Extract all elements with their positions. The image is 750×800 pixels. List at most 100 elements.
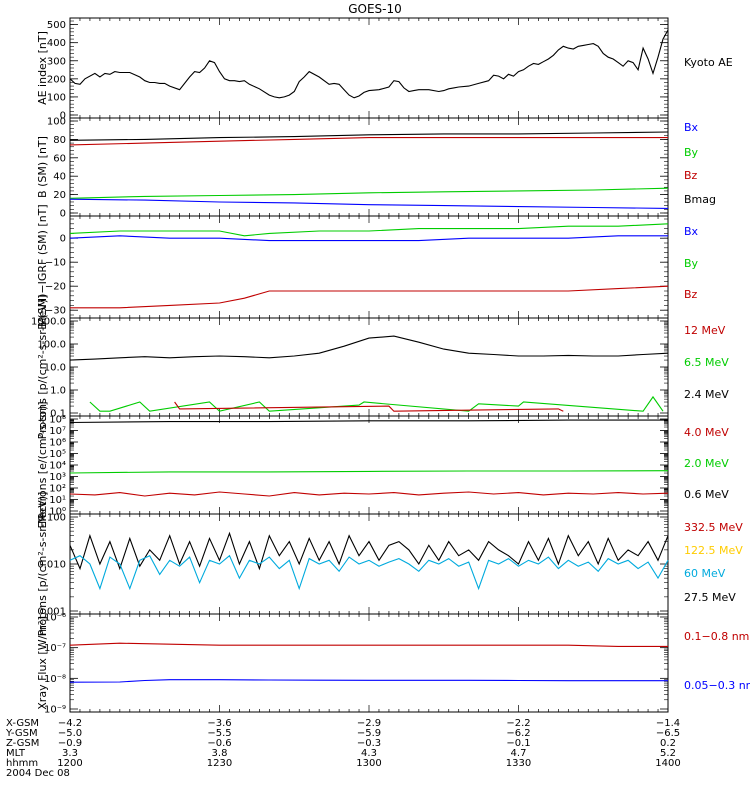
y-tick-label: 100 — [47, 117, 66, 128]
x-row-value: 1230 — [207, 758, 232, 769]
series-line-2-0-mev — [69, 470, 669, 474]
x-row-value: 3.8 — [212, 748, 228, 759]
x-row-label: hhmm — [6, 758, 38, 769]
y-tick-label: 60 — [53, 153, 66, 164]
y-tick-label: 100 — [47, 92, 66, 103]
panel-frame — [69, 513, 669, 615]
y-tick-label: 500 — [47, 20, 66, 31]
y-tick-label: −10 — [45, 258, 66, 269]
x-row-value: −3.6 — [207, 718, 231, 729]
series-line-27-5-mev — [69, 531, 669, 571]
x-row-value: 1330 — [506, 758, 531, 769]
x-row-label: X-GSM — [6, 718, 39, 729]
y-tick-label: 0 — [60, 111, 66, 122]
series-line-bz — [70, 285, 669, 309]
y-axis-label: Electrons [e/(cm²-s-sr)] — [36, 401, 49, 528]
x-row-value: −0.6 — [207, 738, 231, 749]
y-tick-label: −20 — [45, 282, 66, 293]
y-tick-label: 10⁰ — [49, 507, 66, 518]
legend-entry: 60 MeV — [684, 567, 726, 580]
y-tick-label: 0 — [60, 209, 66, 220]
x-row-value: −0.1 — [506, 738, 530, 749]
y-tick-label: 10⁴ — [49, 461, 66, 472]
y-tick-label: 20 — [53, 190, 66, 201]
series-line-2-4-mev — [69, 335, 669, 361]
x-row-value: −5.9 — [357, 728, 381, 739]
y-tick-label: 40 — [53, 172, 66, 183]
panel-3: −30 −20 −10 0 B (SM)−IGRF (SM) [nT] Bx By Bz — [36, 204, 699, 329]
x-row-label: Y-GSM — [5, 728, 38, 739]
series-line-by — [69, 187, 669, 199]
legend-entry: Bz — [684, 169, 698, 182]
series-line-by — [69, 223, 669, 237]
y-axis-label: Protons [p/(cm²-s-sr-MeV)] — [36, 492, 49, 637]
y-tick-label: 1000.0 — [31, 317, 66, 328]
legend-entry: 12 MeV — [684, 324, 726, 337]
series-line-kyoto-ae — [69, 29, 669, 99]
x-row-value: 1200 — [57, 758, 82, 769]
legend-entry: 6.5 MeV — [684, 356, 729, 369]
legend-entry: By — [684, 146, 699, 159]
legend-entry: 2.4 MeV — [684, 388, 729, 401]
series-line-6-5-mev — [89, 395, 664, 412]
y-axis-label: Xray Flux [W/m²] — [36, 616, 49, 709]
series-line-bz — [69, 137, 668, 146]
series-line-4-0-mev — [69, 491, 669, 497]
x-axis-table: X-GSM −4.2 −3.6 −2.9 −2.2 −1.4 Y-GSM −5.0 −5.5 −5… — [5, 718, 681, 779]
legend-entry: 2.0 MeV — [684, 457, 729, 470]
series-line-bmag — [69, 131, 669, 141]
x-row-value: −6.2 — [506, 728, 530, 739]
y-tick-label: 10⁵ — [49, 449, 66, 460]
figure-title: GOES-10 — [348, 2, 402, 16]
x-row-value: 5.2 — [660, 748, 676, 759]
legend-entry: 0.05−0.3 nm — [684, 679, 750, 692]
y-tick-label: 10⁶ — [49, 438, 66, 449]
x-row-value: 1400 — [655, 758, 680, 769]
series-line-0-05-0-3-nm — [69, 679, 668, 683]
x-row-value: 4.7 — [511, 748, 527, 759]
panel-frame — [69, 613, 669, 713]
legend-entry: Bmag — [684, 193, 716, 206]
panel-frame — [69, 415, 669, 515]
y-axis-label: Protons [p/(cm²-s-sr-MeV)] — [36, 295, 49, 440]
x-row-value: −2.2 — [506, 718, 530, 729]
legend-entry: Bx — [684, 121, 699, 134]
legend-entry: Bz — [684, 288, 698, 301]
legend-entry: By — [684, 257, 699, 270]
legend-entry: 4.0 MeV — [684, 426, 729, 439]
x-row-value: 3.3 — [62, 748, 78, 759]
y-tick-label: 0 — [60, 234, 66, 245]
y-tick-label: 10⁻⁸ — [44, 674, 66, 685]
y-tick-label: 10⁻⁹ — [44, 705, 66, 716]
legend-entry: 332.5 MeV — [684, 521, 743, 534]
y-tick-label: 200 — [47, 74, 66, 85]
y-tick-label: 0.1 — [50, 409, 66, 420]
series-line-bx — [69, 235, 668, 242]
y-tick-label: 400 — [47, 38, 66, 49]
series-line-12-mev — [174, 401, 564, 412]
x-row-value: 4.3 — [361, 748, 377, 759]
y-tick-label: 10³ — [49, 472, 66, 483]
y-axis-label: B (SM)−IGRF (SM) [nT] — [36, 204, 49, 329]
y-tick-label: 0.001 — [37, 607, 66, 618]
x-row-value: −5.0 — [58, 728, 82, 739]
y-tick-label: 10⁷ — [49, 426, 66, 437]
y-tick-label: 100.0 — [37, 340, 66, 351]
y-tick-label: 10⁻⁶ — [44, 613, 66, 624]
x-row-value: 0.2 — [660, 738, 676, 749]
x-row-value: −2.9 — [357, 718, 381, 729]
series-line-0-1-0-8-nm — [69, 642, 668, 647]
legend-entry: 0.6 MeV — [684, 488, 729, 501]
x-row-label: Z-GSM — [6, 738, 39, 749]
y-tick-label: 300 — [47, 56, 66, 67]
y-axis-label: AE index [nT] — [36, 31, 49, 105]
panel-frame — [69, 17, 669, 119]
y-tick-label: 10⁻⁷ — [44, 643, 66, 654]
y-tick-label: 10¹ — [49, 495, 66, 506]
y-tick-label: 1.0 — [50, 386, 66, 397]
x-row-value: −1.4 — [656, 718, 680, 729]
panel-frame — [69, 317, 669, 417]
